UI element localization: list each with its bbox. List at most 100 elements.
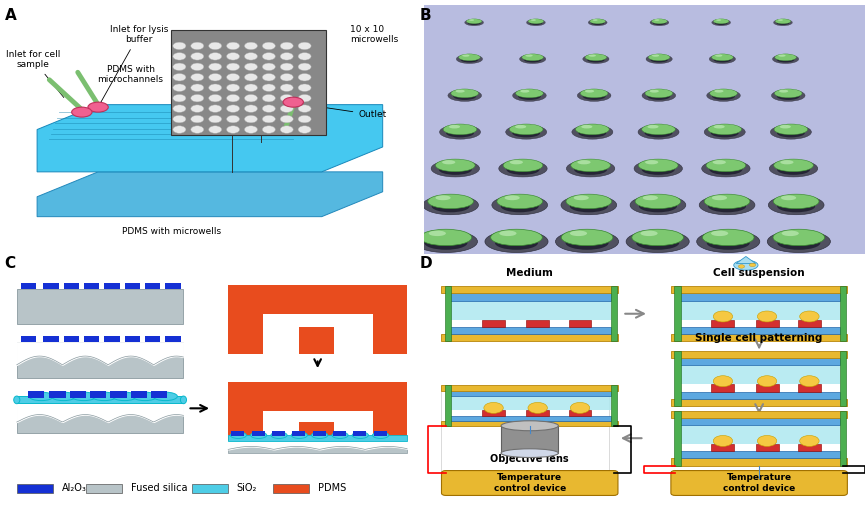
Ellipse shape	[227, 94, 240, 102]
Ellipse shape	[644, 129, 672, 137]
Ellipse shape	[283, 97, 304, 107]
Ellipse shape	[650, 90, 659, 92]
Ellipse shape	[245, 63, 258, 71]
Bar	[798, 385, 821, 392]
Ellipse shape	[772, 54, 798, 64]
Ellipse shape	[227, 53, 240, 60]
Ellipse shape	[647, 92, 670, 100]
Bar	[449, 416, 611, 421]
Ellipse shape	[707, 90, 740, 102]
Circle shape	[714, 311, 733, 322]
Bar	[501, 426, 559, 453]
Ellipse shape	[580, 89, 608, 98]
Ellipse shape	[713, 160, 726, 165]
Ellipse shape	[457, 54, 483, 64]
Ellipse shape	[652, 54, 659, 57]
Ellipse shape	[208, 74, 221, 81]
Ellipse shape	[420, 229, 471, 246]
FancyBboxPatch shape	[671, 470, 848, 495]
Bar	[165, 336, 181, 342]
Ellipse shape	[709, 165, 742, 175]
Bar	[125, 283, 140, 289]
Text: Temperature
control device: Temperature control device	[723, 473, 795, 493]
Ellipse shape	[522, 54, 543, 61]
Ellipse shape	[439, 125, 481, 139]
Ellipse shape	[227, 115, 240, 123]
Ellipse shape	[262, 63, 275, 71]
Circle shape	[528, 402, 548, 414]
Ellipse shape	[262, 126, 275, 133]
Ellipse shape	[191, 63, 204, 71]
Ellipse shape	[704, 194, 750, 209]
Bar	[482, 410, 505, 416]
Ellipse shape	[88, 102, 108, 112]
Ellipse shape	[636, 236, 679, 250]
Bar	[678, 425, 840, 444]
Ellipse shape	[227, 105, 240, 112]
Bar	[482, 320, 505, 327]
Bar	[84, 336, 99, 342]
Ellipse shape	[271, 432, 287, 438]
Ellipse shape	[645, 160, 658, 165]
Bar	[678, 451, 840, 458]
Text: Medium: Medium	[506, 268, 553, 278]
Bar	[272, 431, 285, 436]
Ellipse shape	[373, 432, 388, 438]
Ellipse shape	[466, 19, 482, 24]
Ellipse shape	[715, 54, 722, 57]
Ellipse shape	[643, 196, 658, 200]
Ellipse shape	[773, 19, 792, 26]
Ellipse shape	[583, 92, 605, 100]
Bar	[756, 385, 778, 392]
Bar	[228, 285, 407, 314]
Ellipse shape	[711, 231, 728, 236]
Ellipse shape	[132, 392, 157, 401]
Ellipse shape	[208, 105, 221, 112]
Ellipse shape	[262, 42, 275, 50]
Ellipse shape	[173, 42, 186, 50]
Ellipse shape	[573, 196, 589, 200]
Ellipse shape	[777, 57, 795, 62]
Bar	[90, 391, 106, 398]
Ellipse shape	[577, 90, 611, 102]
Ellipse shape	[712, 196, 727, 200]
Bar	[21, 336, 36, 342]
Ellipse shape	[245, 53, 258, 60]
Ellipse shape	[709, 54, 735, 64]
Ellipse shape	[439, 165, 471, 175]
Ellipse shape	[173, 74, 186, 81]
Bar	[165, 283, 181, 289]
Ellipse shape	[280, 84, 293, 91]
Ellipse shape	[531, 19, 536, 21]
Ellipse shape	[782, 231, 799, 236]
Text: Cell suspension: Cell suspension	[714, 268, 805, 278]
Ellipse shape	[29, 392, 54, 401]
Bar	[441, 386, 609, 481]
Bar	[104, 336, 119, 342]
Ellipse shape	[442, 160, 455, 165]
Bar	[373, 314, 407, 354]
Ellipse shape	[485, 231, 548, 252]
Bar	[171, 30, 326, 135]
Ellipse shape	[777, 92, 800, 100]
Ellipse shape	[591, 21, 604, 25]
Ellipse shape	[773, 229, 824, 246]
Ellipse shape	[501, 421, 559, 431]
Text: PDMS with microwells: PDMS with microwells	[122, 227, 221, 236]
Ellipse shape	[649, 54, 670, 61]
Ellipse shape	[292, 432, 307, 438]
Bar	[49, 391, 66, 398]
Ellipse shape	[769, 160, 817, 177]
Bar	[144, 336, 160, 342]
Text: A: A	[4, 8, 16, 22]
Ellipse shape	[280, 115, 293, 123]
Ellipse shape	[499, 231, 516, 236]
Bar	[678, 392, 840, 399]
Bar	[798, 320, 821, 327]
Ellipse shape	[191, 126, 204, 133]
Bar	[712, 320, 734, 327]
Bar	[441, 287, 618, 294]
Ellipse shape	[208, 94, 221, 102]
Ellipse shape	[208, 53, 221, 60]
Circle shape	[570, 402, 590, 414]
